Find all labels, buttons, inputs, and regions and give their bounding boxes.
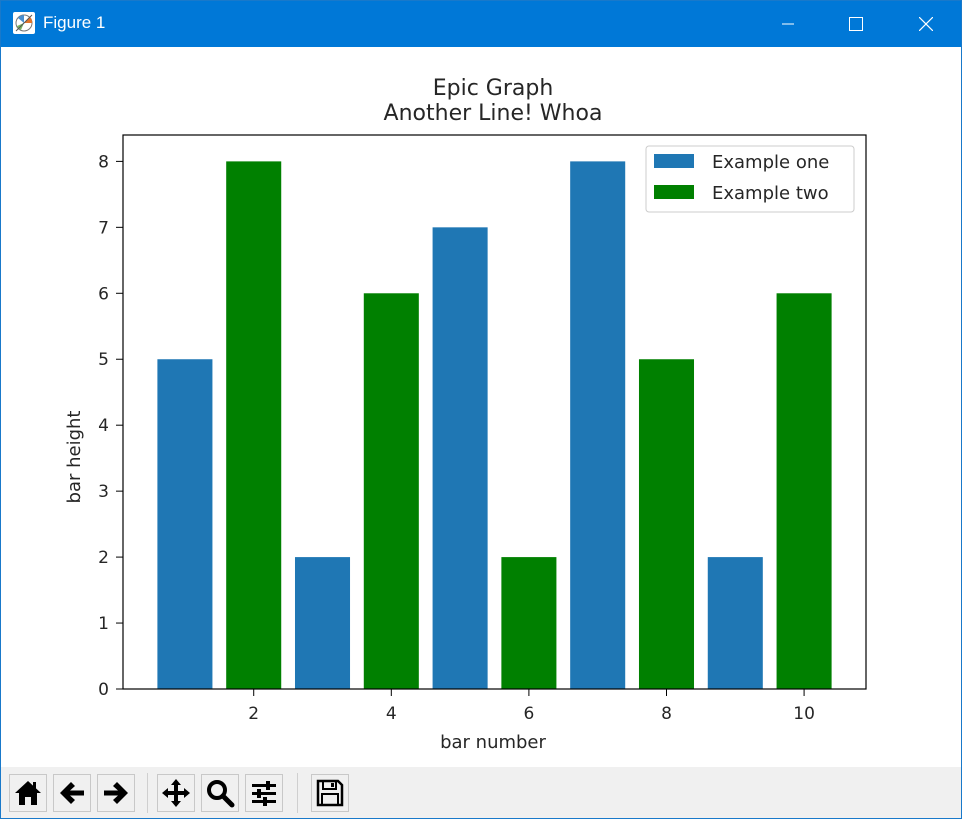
arrow-right-icon xyxy=(104,782,128,804)
floppy-disk-icon xyxy=(316,779,344,807)
y-tick-label: 0 xyxy=(98,680,109,700)
legend-box xyxy=(645,145,855,213)
x-tick-label: 6 xyxy=(523,704,534,724)
forward-button[interactable] xyxy=(97,774,135,812)
subplots-button[interactable] xyxy=(245,774,283,812)
minimize-icon xyxy=(782,23,794,25)
y-axis-label: bar height xyxy=(64,411,85,504)
bar-example-one-5 xyxy=(432,227,488,690)
close-icon xyxy=(919,17,933,31)
bar-example-two-10 xyxy=(776,293,832,689)
bar-example-two-4 xyxy=(363,293,419,689)
bar-example-two-8 xyxy=(638,359,695,689)
toolbar-separator xyxy=(297,773,298,813)
y-tick-label: 8 xyxy=(98,152,109,172)
save-button[interactable] xyxy=(311,774,349,812)
y-tick-label: 7 xyxy=(98,218,109,238)
maximize-icon xyxy=(849,17,863,31)
move-icon xyxy=(162,779,190,807)
bar-example-one-1 xyxy=(157,359,213,689)
matplotlib-figure-icon xyxy=(13,12,35,34)
navigation-toolbar xyxy=(1,767,961,818)
minimize-button[interactable] xyxy=(765,1,811,47)
y-tick-label: 2 xyxy=(98,548,109,568)
legend-swatch-example-two xyxy=(654,185,694,199)
legend-swatch-example-one xyxy=(654,154,694,168)
x-tick-label: 10 xyxy=(793,704,815,724)
x-tick-label: 2 xyxy=(248,704,259,724)
bar-example-two-2 xyxy=(226,161,282,689)
bar-example-one-7 xyxy=(570,161,626,689)
ticks-layer: 2 4 6 8 10 0 1 2 3 4 5 6 7 8 xyxy=(98,152,815,724)
maximize-button[interactable] xyxy=(833,1,879,47)
close-button[interactable] xyxy=(903,1,949,47)
chart-subtitle: Another Line! Whoa xyxy=(384,101,603,126)
x-tick-label: 4 xyxy=(386,704,397,724)
pan-button[interactable] xyxy=(157,774,195,812)
arrow-left-icon xyxy=(60,782,84,804)
y-tick-label: 1 xyxy=(98,614,109,634)
bars-layer xyxy=(157,161,832,690)
zoom-button[interactable] xyxy=(201,774,239,812)
toolbar-separator xyxy=(147,773,148,813)
window-title: Figure 1 xyxy=(43,13,106,32)
y-tick-label: 6 xyxy=(98,284,109,304)
axes-frame xyxy=(122,134,867,690)
y-tick-label: 3 xyxy=(98,482,109,502)
y-tick-label: 4 xyxy=(98,416,109,436)
home-icon xyxy=(15,781,41,805)
back-button[interactable] xyxy=(53,774,91,812)
title-bar[interactable]: Figure 1 xyxy=(1,1,961,47)
sliders-icon xyxy=(252,781,276,806)
y-tick-label: 5 xyxy=(98,350,109,370)
x-axis-label: bar number xyxy=(440,732,546,753)
bar-chart: Epic Graph Another Line! Whoa 2 4 6 8 10 0 1 2 3… xyxy=(64,76,867,753)
legend-label-example-two: Example two xyxy=(712,183,829,204)
legend: Example one Example two xyxy=(645,145,855,213)
x-tick-label: 8 xyxy=(661,704,672,724)
magnifier-icon xyxy=(207,780,235,808)
bar-example-two-6 xyxy=(501,557,557,689)
home-button[interactable] xyxy=(9,774,47,812)
figure-canvas[interactable]: Epic Graph Another Line! Whoa 2 4 6 8 10 0 1 2 3… xyxy=(1,47,961,767)
bar-example-one-9 xyxy=(707,557,763,689)
bar-example-one-3 xyxy=(294,557,351,689)
chart-title: Epic Graph xyxy=(433,76,554,101)
legend-label-example-one: Example one xyxy=(712,152,829,173)
